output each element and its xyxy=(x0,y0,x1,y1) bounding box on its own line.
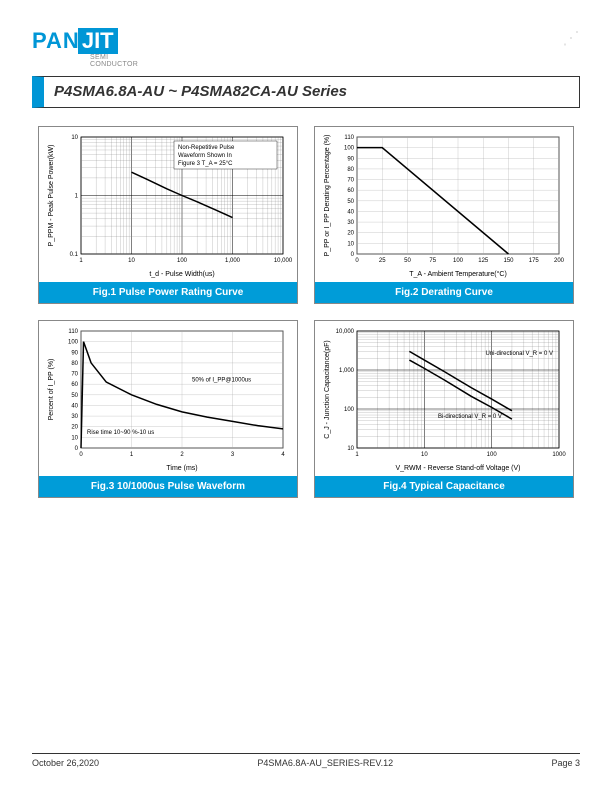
svg-text:0.1: 0.1 xyxy=(70,252,79,258)
fig2-caption: Fig.2 Derating Curve xyxy=(315,282,573,303)
svg-text:t_d - Pulse Width(us): t_d - Pulse Width(us) xyxy=(149,271,214,278)
svg-text:100: 100 xyxy=(344,407,355,413)
svg-text:4: 4 xyxy=(281,452,285,458)
svg-text:1: 1 xyxy=(355,452,359,458)
footer-rev: P4SMA6.8A-AU_SERIES-REV.12 xyxy=(257,758,393,768)
svg-text:P_PP or I_PP Derating Percenta: P_PP or I_PP Derating Percentage (%) xyxy=(324,135,331,257)
svg-text:75: 75 xyxy=(429,258,436,264)
svg-text:50% of I_PP@1000us: 50% of I_PP@1000us xyxy=(192,378,251,384)
svg-text:10: 10 xyxy=(71,135,78,141)
svg-text:80: 80 xyxy=(71,361,78,367)
svg-text:3: 3 xyxy=(231,452,235,458)
svg-text:10: 10 xyxy=(347,241,354,247)
charts-grid: 1101001,00010,0000.1110t_d - Pulse Width… xyxy=(32,126,580,498)
svg-text:0: 0 xyxy=(75,446,79,452)
svg-text:70: 70 xyxy=(71,372,78,378)
chart-fig4: 1101001000101001,00010,000V_RWM - Revers… xyxy=(314,320,574,498)
svg-text:100: 100 xyxy=(68,340,79,346)
svg-text:10,000: 10,000 xyxy=(274,258,293,264)
svg-text:60: 60 xyxy=(71,382,78,388)
svg-text:1: 1 xyxy=(75,194,79,200)
svg-text:10: 10 xyxy=(421,452,428,458)
svg-text:20: 20 xyxy=(347,231,354,237)
svg-text:30: 30 xyxy=(71,414,78,420)
fig1-caption: Fig.1 Pulse Power Rating Curve xyxy=(39,282,297,303)
footer: October 26,2020 P4SMA6.8A-AU_SERIES-REV.… xyxy=(32,753,580,768)
fig3-caption: Fig.3 10/1000us Pulse Waveform xyxy=(39,476,297,497)
logo: PAN JIT SEMI CONDUCTOR xyxy=(32,28,138,68)
svg-text:1: 1 xyxy=(130,452,134,458)
chart-fig3: 012340102030405060708090100110Time (ms)P… xyxy=(38,320,298,498)
logo-sub1: SEMI xyxy=(90,54,108,61)
svg-text:40: 40 xyxy=(71,403,78,409)
svg-text:V_RWM - Reverse Stand-off Vol: V_RWM - Reverse Stand-off Voltage (V) xyxy=(395,465,520,472)
svg-text:100: 100 xyxy=(177,258,188,264)
svg-text:T_A - Ambient Temperature(°C): T_A - Ambient Temperature(°C) xyxy=(409,270,507,278)
svg-text:100: 100 xyxy=(453,258,464,264)
svg-text:100: 100 xyxy=(344,146,355,152)
svg-text:70: 70 xyxy=(347,178,354,184)
svg-text:1: 1 xyxy=(79,258,83,264)
svg-text:0: 0 xyxy=(351,252,355,258)
svg-text:90: 90 xyxy=(71,350,78,356)
svg-text:20: 20 xyxy=(71,425,78,431)
svg-text:30: 30 xyxy=(347,220,354,226)
svg-text:110: 110 xyxy=(68,329,78,335)
svg-text:175: 175 xyxy=(529,258,540,264)
svg-text:150: 150 xyxy=(503,258,514,264)
svg-text:Figure 3 T_A = 25°C: Figure 3 T_A = 25°C xyxy=(178,161,233,167)
svg-text:80: 80 xyxy=(347,167,354,173)
svg-text:100: 100 xyxy=(487,452,498,458)
svg-text:125: 125 xyxy=(478,258,489,264)
svg-text:0: 0 xyxy=(79,452,83,458)
svg-text:40: 40 xyxy=(347,209,354,215)
svg-text:50: 50 xyxy=(404,258,411,264)
svg-text:60: 60 xyxy=(347,188,354,194)
chart-fig1: 1101001,00010,0000.1110t_d - Pulse Width… xyxy=(38,126,298,304)
footer-page: Page 3 xyxy=(551,758,580,768)
svg-text:2: 2 xyxy=(180,452,184,458)
svg-text:50: 50 xyxy=(347,199,354,205)
svg-text:P_PPM - Peak Pulse Power(kW): P_PPM - Peak Pulse Power(kW) xyxy=(48,145,55,247)
svg-text:10,000: 10,000 xyxy=(336,329,355,335)
svg-text:10: 10 xyxy=(128,258,135,264)
logo-sub2: CONDUCTOR xyxy=(90,61,138,68)
decoration-dots: ⋰ xyxy=(562,28,580,49)
svg-text:25: 25 xyxy=(379,258,386,264)
svg-text:C_J - Junction Capacitance(pF): C_J - Junction Capacitance(pF) xyxy=(324,340,331,438)
svg-text:Non-Repetitive Pulse: Non-Repetitive Pulse xyxy=(178,145,235,151)
svg-text:1,000: 1,000 xyxy=(225,258,241,264)
svg-text:10: 10 xyxy=(71,435,78,441)
logo-jit: JIT xyxy=(78,28,118,54)
svg-text:0: 0 xyxy=(355,258,359,264)
fig4-caption: Fig.4 Typical Capacitance xyxy=(315,476,573,497)
svg-text:200: 200 xyxy=(554,258,565,264)
svg-text:Waveform Shown In: Waveform Shown In xyxy=(178,153,232,159)
svg-text:10: 10 xyxy=(347,446,354,452)
title-bar: P4SMA6.8A-AU ~ P4SMA82CA-AU Series xyxy=(32,76,580,108)
svg-text:50: 50 xyxy=(71,393,78,399)
svg-text:Rise time 10~90 %-10 us: Rise time 10~90 %-10 us xyxy=(87,430,154,436)
svg-text:90: 90 xyxy=(347,156,354,162)
page-title: P4SMA6.8A-AU ~ P4SMA82CA-AU Series xyxy=(54,83,347,100)
header: PAN JIT SEMI CONDUCTOR ⋰ xyxy=(32,28,580,68)
svg-text:Time (ms): Time (ms) xyxy=(166,465,197,472)
svg-text:110: 110 xyxy=(344,135,354,141)
svg-text:1,000: 1,000 xyxy=(339,368,355,374)
svg-text:Percent of I_PP (%): Percent of I_PP (%) xyxy=(48,359,55,421)
svg-text:Uni-directional V_R = 0 V: Uni-directional V_R = 0 V xyxy=(485,351,553,357)
chart-fig2: 0 25 50 75 100 125 150 175 200 0 10 20 30 40 50 60 70 80 9… xyxy=(314,126,574,304)
svg-text:1000: 1000 xyxy=(552,452,566,458)
footer-date: October 26,2020 xyxy=(32,758,99,768)
svg-text:Bi-directional V_R = 0 V: Bi-directional V_R = 0 V xyxy=(438,414,502,420)
logo-pan: PAN xyxy=(32,28,80,54)
